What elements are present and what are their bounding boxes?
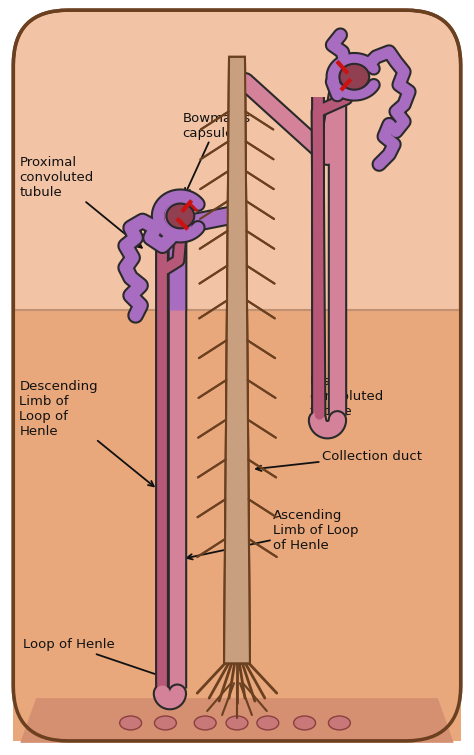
Text: Ascending
Limb of Loop
of Henle: Ascending Limb of Loop of Henle: [187, 509, 358, 559]
FancyBboxPatch shape: [13, 10, 461, 741]
Polygon shape: [224, 57, 250, 664]
Polygon shape: [224, 57, 250, 664]
Text: Loop of Henle: Loop of Henle: [23, 639, 163, 677]
Text: Proximal
convoluted
tubule: Proximal convoluted tubule: [19, 156, 142, 248]
Ellipse shape: [339, 64, 369, 90]
Ellipse shape: [294, 716, 316, 730]
Polygon shape: [13, 310, 461, 741]
Ellipse shape: [155, 716, 176, 730]
Text: Descending
Limb of
Loop of
Henle: Descending Limb of Loop of Henle: [19, 380, 154, 486]
Ellipse shape: [328, 716, 350, 730]
Text: Collection duct: Collection duct: [256, 449, 421, 471]
Text: Bowman's
capsule: Bowman's capsule: [182, 112, 250, 194]
Ellipse shape: [194, 716, 216, 730]
Ellipse shape: [120, 716, 142, 730]
Text: Distal
convoluted
tubule: Distal convoluted tubule: [310, 305, 384, 418]
Ellipse shape: [226, 716, 248, 730]
Ellipse shape: [166, 204, 194, 228]
Polygon shape: [20, 698, 454, 743]
Ellipse shape: [257, 716, 279, 730]
Polygon shape: [224, 57, 250, 664]
